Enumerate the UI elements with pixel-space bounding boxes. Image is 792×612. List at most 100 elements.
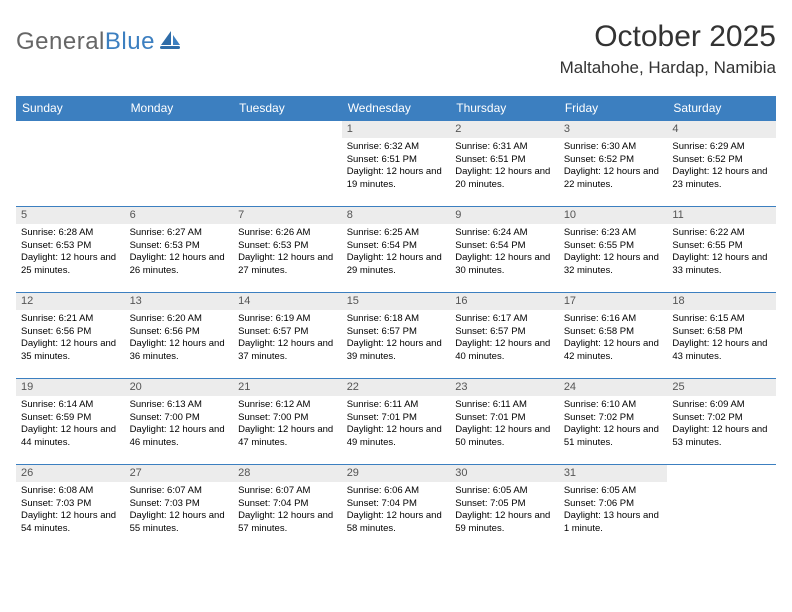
- daylight-line: Daylight: 12 hours and 42 minutes.: [564, 338, 663, 363]
- day-number: 1: [342, 121, 451, 138]
- daylight-line: Daylight: 12 hours and 39 minutes.: [347, 338, 446, 363]
- title-block: October 2025 Maltahohe, Hardap, Namibia: [560, 20, 776, 78]
- day-number: 9: [450, 207, 559, 224]
- sunset-line: Sunset: 7:01 PM: [455, 412, 554, 425]
- day-details: Sunrise: 6:10 AMSunset: 7:02 PMDaylight:…: [559, 396, 668, 454]
- calendar-cell: 21Sunrise: 6:12 AMSunset: 7:00 PMDayligh…: [233, 379, 342, 465]
- daylight-line: Daylight: 12 hours and 32 minutes.: [564, 252, 663, 277]
- sunrise-line: Sunrise: 6:07 AM: [238, 485, 337, 498]
- sunset-line: Sunset: 7:03 PM: [21, 498, 120, 511]
- sunset-line: Sunset: 6:58 PM: [672, 326, 771, 339]
- daylight-line: Daylight: 12 hours and 30 minutes.: [455, 252, 554, 277]
- day-number: 10: [559, 207, 668, 224]
- calendar-cell: 28Sunrise: 6:07 AMSunset: 7:04 PMDayligh…: [233, 465, 342, 551]
- day-number: 29: [342, 465, 451, 482]
- day-details: Sunrise: 6:20 AMSunset: 6:56 PMDaylight:…: [125, 310, 234, 368]
- weekday-header: Sunday: [16, 96, 125, 121]
- day-details: Sunrise: 6:22 AMSunset: 6:55 PMDaylight:…: [667, 224, 776, 282]
- day-number: 7: [233, 207, 342, 224]
- logo-text-blue: Blue: [105, 28, 155, 55]
- day-details: Sunrise: 6:23 AMSunset: 6:55 PMDaylight:…: [559, 224, 668, 282]
- day-details: Sunrise: 6:29 AMSunset: 6:52 PMDaylight:…: [667, 138, 776, 196]
- calendar-cell: 1Sunrise: 6:32 AMSunset: 6:51 PMDaylight…: [342, 121, 451, 207]
- calendar-week-row: 19Sunrise: 6:14 AMSunset: 6:59 PMDayligh…: [16, 379, 776, 465]
- day-number: 28: [233, 465, 342, 482]
- day-details: Sunrise: 6:05 AMSunset: 7:06 PMDaylight:…: [559, 482, 668, 540]
- daylight-line: Daylight: 12 hours and 35 minutes.: [21, 338, 120, 363]
- sunrise-line: Sunrise: 6:14 AM: [21, 399, 120, 412]
- day-details: Sunrise: 6:27 AMSunset: 6:53 PMDaylight:…: [125, 224, 234, 282]
- weekday-header: Wednesday: [342, 96, 451, 121]
- daylight-line: Daylight: 12 hours and 40 minutes.: [455, 338, 554, 363]
- day-number: 14: [233, 293, 342, 310]
- header: GeneralBlue October 2025 Maltahohe, Hard…: [16, 20, 776, 78]
- sail-icon: [158, 29, 182, 56]
- sunset-line: Sunset: 7:06 PM: [564, 498, 663, 511]
- day-details: Sunrise: 6:19 AMSunset: 6:57 PMDaylight:…: [233, 310, 342, 368]
- daylight-line: Daylight: 12 hours and 20 minutes.: [455, 166, 554, 191]
- sunrise-line: Sunrise: 6:13 AM: [130, 399, 229, 412]
- calendar-cell: 7Sunrise: 6:26 AMSunset: 6:53 PMDaylight…: [233, 207, 342, 293]
- sunset-line: Sunset: 6:51 PM: [455, 154, 554, 167]
- sunrise-line: Sunrise: 6:11 AM: [455, 399, 554, 412]
- weekday-header: Friday: [559, 96, 668, 121]
- sunset-line: Sunset: 6:59 PM: [21, 412, 120, 425]
- sunrise-line: Sunrise: 6:24 AM: [455, 227, 554, 240]
- day-details: Sunrise: 6:18 AMSunset: 6:57 PMDaylight:…: [342, 310, 451, 368]
- calendar-cell: 20Sunrise: 6:13 AMSunset: 7:00 PMDayligh…: [125, 379, 234, 465]
- day-details: Sunrise: 6:05 AMSunset: 7:05 PMDaylight:…: [450, 482, 559, 540]
- calendar-cell: 6Sunrise: 6:27 AMSunset: 6:53 PMDaylight…: [125, 207, 234, 293]
- day-details: Sunrise: 6:24 AMSunset: 6:54 PMDaylight:…: [450, 224, 559, 282]
- sunrise-line: Sunrise: 6:25 AM: [347, 227, 446, 240]
- sunrise-line: Sunrise: 6:09 AM: [672, 399, 771, 412]
- sunrise-line: Sunrise: 6:07 AM: [130, 485, 229, 498]
- logo-text: GeneralBlue: [16, 28, 155, 56]
- day-details: Sunrise: 6:30 AMSunset: 6:52 PMDaylight:…: [559, 138, 668, 196]
- day-details: Sunrise: 6:11 AMSunset: 7:01 PMDaylight:…: [342, 396, 451, 454]
- daylight-line: Daylight: 12 hours and 58 minutes.: [347, 510, 446, 535]
- calendar-cell: 4Sunrise: 6:29 AMSunset: 6:52 PMDaylight…: [667, 121, 776, 207]
- calendar-week-row: 1Sunrise: 6:32 AMSunset: 6:51 PMDaylight…: [16, 121, 776, 207]
- month-title: October 2025: [560, 20, 776, 54]
- sunrise-line: Sunrise: 6:27 AM: [130, 227, 229, 240]
- day-number: 11: [667, 207, 776, 224]
- calendar-cell: 19Sunrise: 6:14 AMSunset: 6:59 PMDayligh…: [16, 379, 125, 465]
- calendar-cell: 2Sunrise: 6:31 AMSunset: 6:51 PMDaylight…: [450, 121, 559, 207]
- calendar-cell: 18Sunrise: 6:15 AMSunset: 6:58 PMDayligh…: [667, 293, 776, 379]
- daylight-line: Daylight: 12 hours and 26 minutes.: [130, 252, 229, 277]
- calendar-cell: 27Sunrise: 6:07 AMSunset: 7:03 PMDayligh…: [125, 465, 234, 551]
- day-number: 27: [125, 465, 234, 482]
- weekday-header: Saturday: [667, 96, 776, 121]
- calendar-cell: 14Sunrise: 6:19 AMSunset: 6:57 PMDayligh…: [233, 293, 342, 379]
- day-number: 8: [342, 207, 451, 224]
- daylight-line: Daylight: 12 hours and 54 minutes.: [21, 510, 120, 535]
- daylight-line: Daylight: 12 hours and 29 minutes.: [347, 252, 446, 277]
- sunrise-line: Sunrise: 6:11 AM: [347, 399, 446, 412]
- day-details: Sunrise: 6:17 AMSunset: 6:57 PMDaylight:…: [450, 310, 559, 368]
- calendar-cell: 30Sunrise: 6:05 AMSunset: 7:05 PMDayligh…: [450, 465, 559, 551]
- daylight-line: Daylight: 12 hours and 43 minutes.: [672, 338, 771, 363]
- day-number: 31: [559, 465, 668, 482]
- day-number: 19: [16, 379, 125, 396]
- calendar-cell: [16, 121, 125, 207]
- day-details: Sunrise: 6:12 AMSunset: 7:00 PMDaylight:…: [233, 396, 342, 454]
- sunrise-line: Sunrise: 6:21 AM: [21, 313, 120, 326]
- calendar-cell: 22Sunrise: 6:11 AMSunset: 7:01 PMDayligh…: [342, 379, 451, 465]
- calendar-week-row: 12Sunrise: 6:21 AMSunset: 6:56 PMDayligh…: [16, 293, 776, 379]
- daylight-line: Daylight: 12 hours and 22 minutes.: [564, 166, 663, 191]
- daylight-line: Daylight: 12 hours and 59 minutes.: [455, 510, 554, 535]
- daylight-line: Daylight: 12 hours and 44 minutes.: [21, 424, 120, 449]
- sunset-line: Sunset: 7:00 PM: [238, 412, 337, 425]
- day-number: 6: [125, 207, 234, 224]
- logo: GeneralBlue: [16, 28, 182, 56]
- sunset-line: Sunset: 6:58 PM: [564, 326, 663, 339]
- day-details: Sunrise: 6:14 AMSunset: 6:59 PMDaylight:…: [16, 396, 125, 454]
- sunrise-line: Sunrise: 6:15 AM: [672, 313, 771, 326]
- daylight-line: Daylight: 12 hours and 46 minutes.: [130, 424, 229, 449]
- day-details: Sunrise: 6:25 AMSunset: 6:54 PMDaylight:…: [342, 224, 451, 282]
- daylight-line: Daylight: 12 hours and 37 minutes.: [238, 338, 337, 363]
- sunrise-line: Sunrise: 6:18 AM: [347, 313, 446, 326]
- calendar-cell: 31Sunrise: 6:05 AMSunset: 7:06 PMDayligh…: [559, 465, 668, 551]
- sunset-line: Sunset: 6:55 PM: [564, 240, 663, 253]
- sunset-line: Sunset: 6:51 PM: [347, 154, 446, 167]
